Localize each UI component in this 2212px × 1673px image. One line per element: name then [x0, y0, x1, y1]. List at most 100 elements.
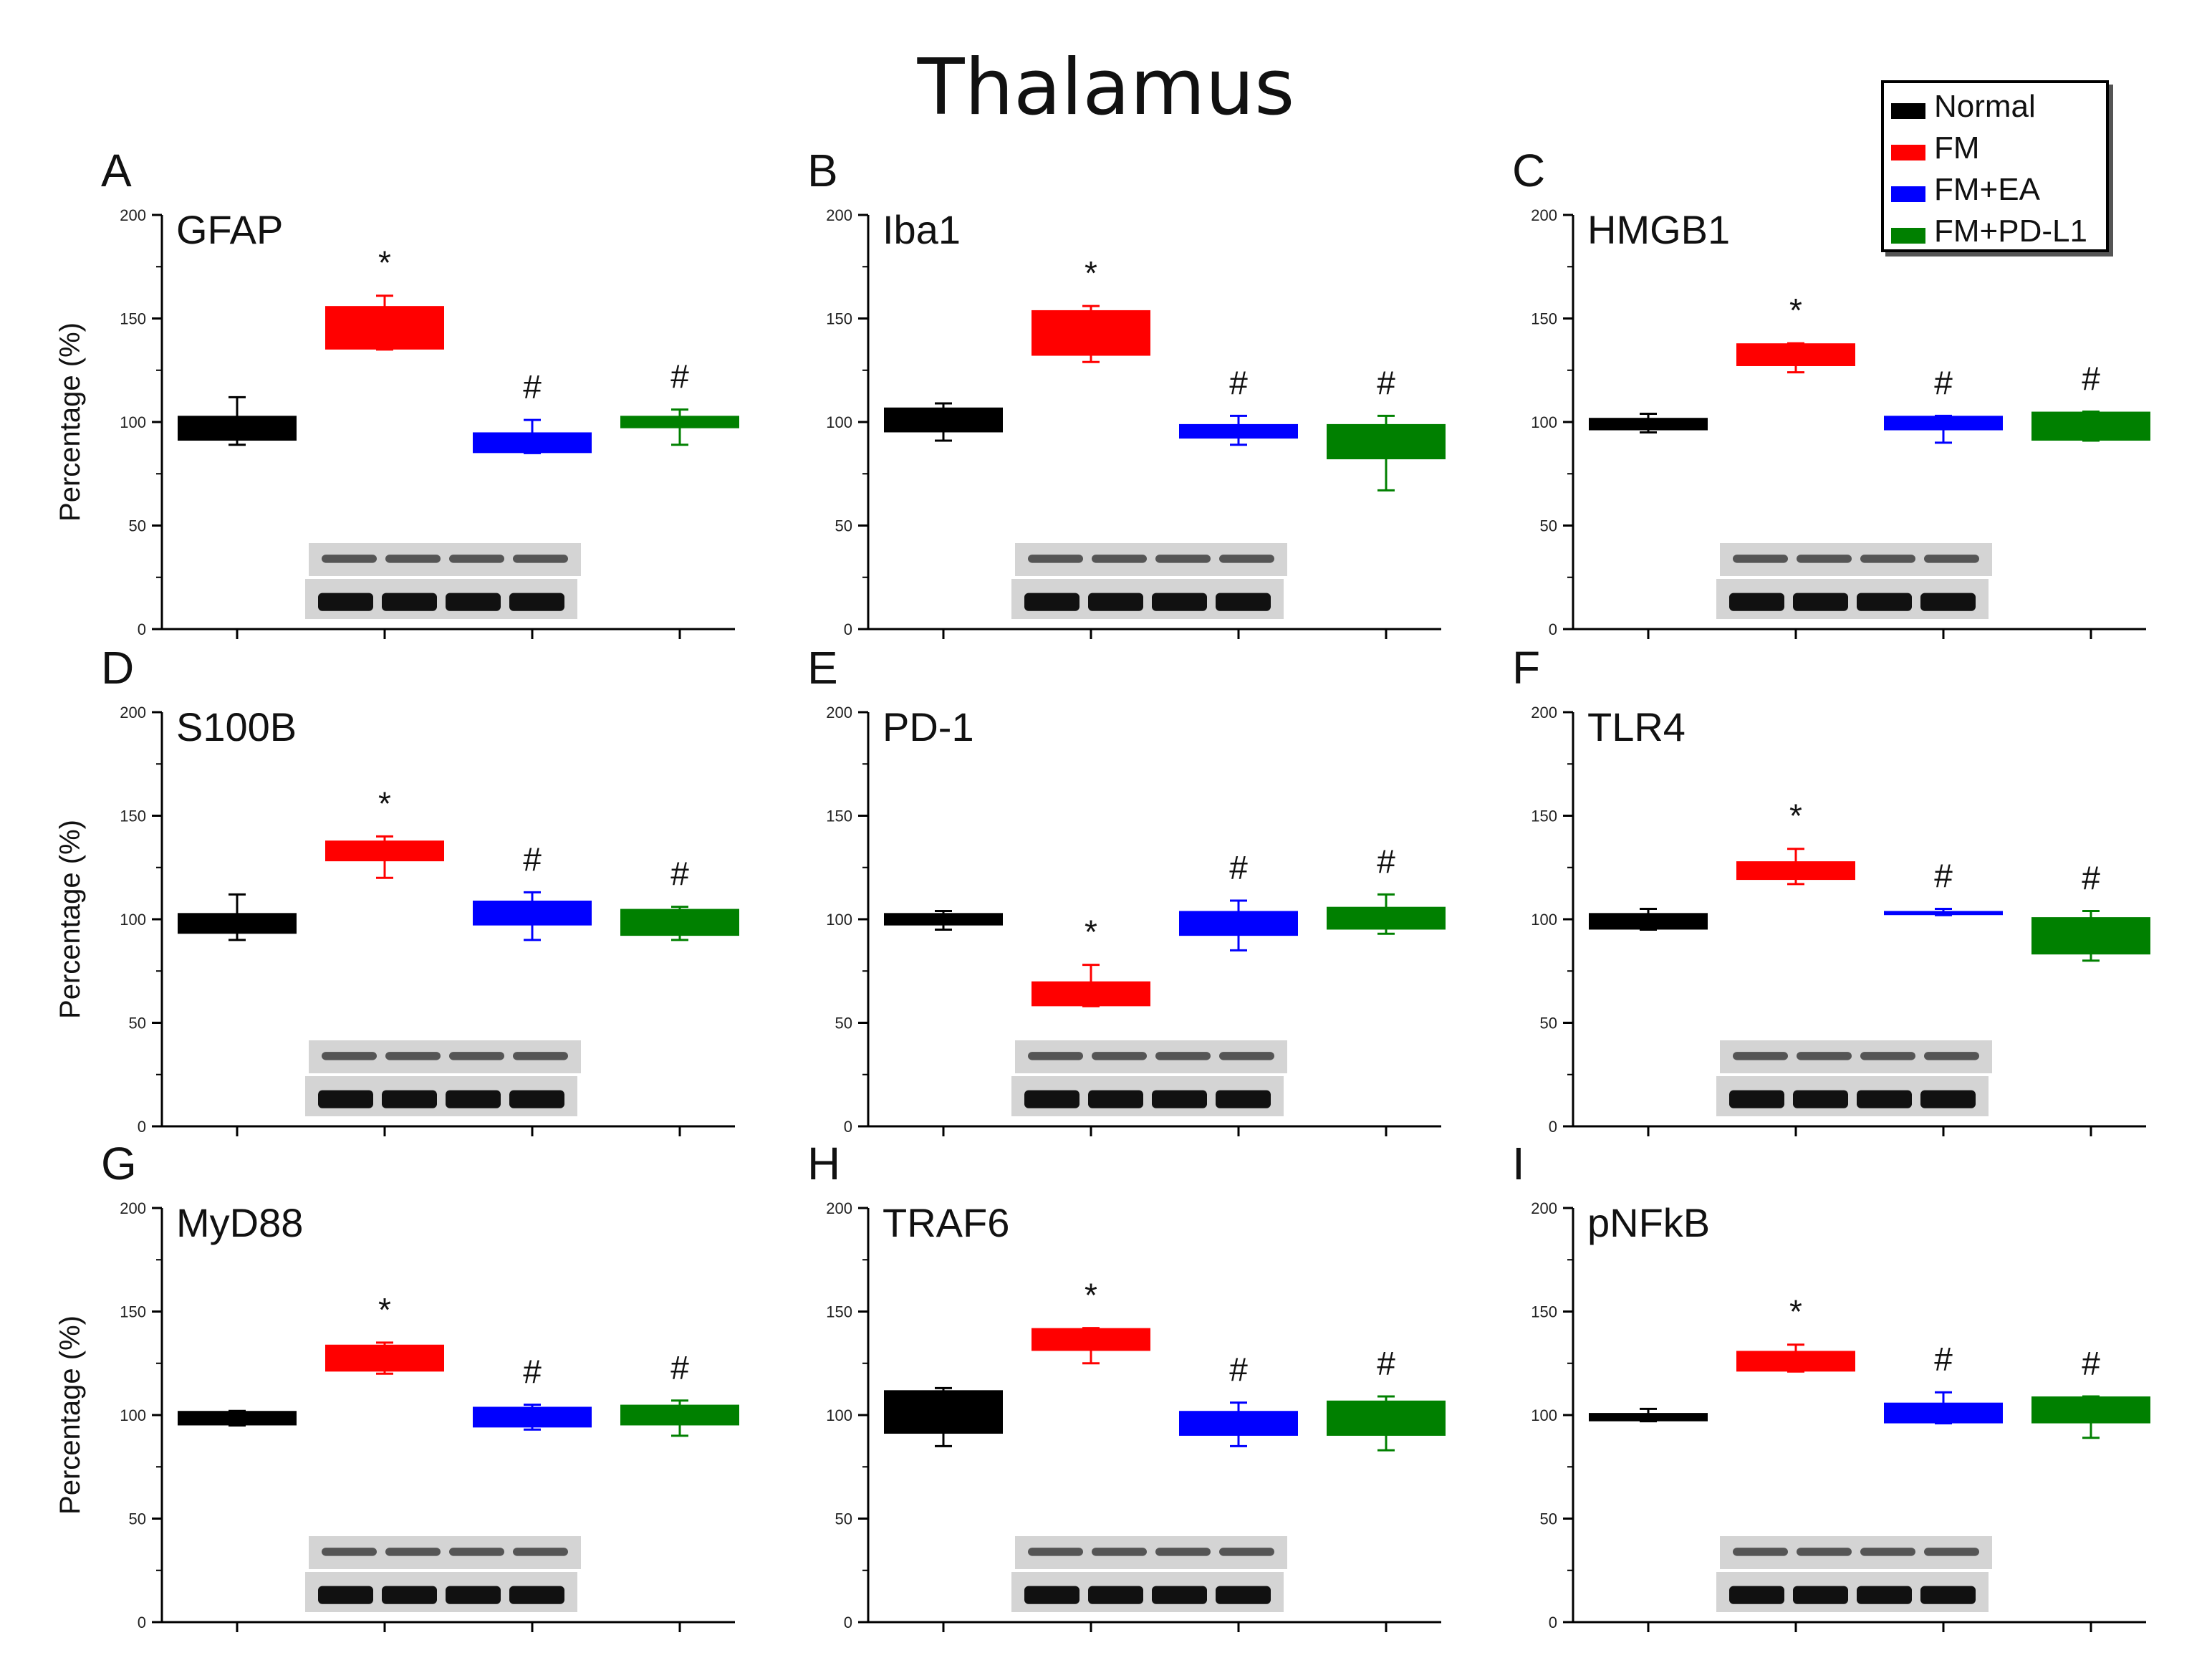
- blot-bottom-band: [1216, 593, 1271, 611]
- y-tick-label: 100: [120, 413, 146, 431]
- significance-mark: #: [670, 358, 689, 396]
- significance-mark: #: [2082, 859, 2100, 896]
- blot-top-band: [513, 1548, 568, 1556]
- significance-mark: #: [1377, 364, 1395, 401]
- legend-label-fm-ea: FM+EA: [1934, 172, 2040, 207]
- blot-top-band: [1028, 1548, 1083, 1556]
- blot-bottom-band: [1920, 593, 1976, 611]
- legend-label-fm-pd-l1: FM+PD-L1: [1934, 214, 2087, 249]
- bar-i-3: [2031, 1396, 2150, 1424]
- blot-bottom-band: [509, 593, 564, 611]
- significance-mark: #: [1934, 858, 1953, 895]
- blot-top-band: [322, 1548, 377, 1556]
- blot-bottom: [305, 579, 577, 619]
- blot-bottom-band: [1857, 1090, 1912, 1108]
- blot-top-band: [1733, 555, 1788, 563]
- chart-svg: G 0 50 100 150 200 Percentage (%) MyD88 * # #: [54, 1138, 739, 1632]
- blot-bottom: [1011, 1572, 1284, 1612]
- bar-d-3: [620, 909, 739, 936]
- y-tick-label: 150: [1531, 807, 1557, 825]
- bar-h-2: [1179, 1411, 1298, 1436]
- chart-svg: C 0 50 100 150 200 HMGB1 * # #: [1512, 145, 2150, 639]
- y-tick-label: 50: [835, 1015, 852, 1032]
- legend-item-fm-pd-l1: FM+PD-L1: [1891, 214, 2087, 249]
- chart-svg: I 0 50 100 150 200 pNFkB * # #: [1512, 1138, 2150, 1632]
- blot-bottom-band: [1793, 1586, 1848, 1604]
- significance-mark: #: [1229, 1351, 1248, 1389]
- blot-bottom-band: [1857, 593, 1912, 611]
- y-tick-label: 100: [1531, 911, 1557, 929]
- y-tick-label: 200: [826, 206, 852, 224]
- y-tick-label: 50: [129, 517, 146, 535]
- significance-mark: #: [670, 1349, 689, 1386]
- blot-top-band: [1028, 555, 1083, 563]
- blot-top-band: [1797, 1052, 1852, 1060]
- blot-top-band: [1092, 1548, 1147, 1556]
- panel-title: Iba1: [883, 207, 961, 252]
- legend-item-fm-ea: FM+EA: [1891, 172, 2040, 208]
- blot-bottom-band: [382, 1090, 437, 1108]
- bar-h-0: [884, 1390, 1003, 1434]
- blot-bottom-band: [382, 593, 437, 611]
- bar-i-2: [1884, 1402, 2003, 1424]
- blot-bottom: [1011, 1076, 1284, 1116]
- bar-g-0: [178, 1411, 297, 1426]
- y-tick-label: 100: [826, 911, 852, 929]
- significance-mark: #: [523, 840, 542, 878]
- blot-top-band: [1092, 1052, 1147, 1060]
- legend: Normal FM FM+EA FM+PD-L1: [1881, 80, 2109, 252]
- bar-d-0: [178, 913, 297, 934]
- bar-a-3: [620, 416, 739, 428]
- blot-bottom: [1716, 1076, 1989, 1116]
- y-tick-label: 100: [120, 911, 146, 929]
- blot-top: [1015, 1040, 1287, 1073]
- blot-top-band: [385, 555, 441, 563]
- bar-f-0: [1589, 913, 1708, 930]
- significance-mark: #: [523, 368, 542, 406]
- y-tick-label: 200: [1531, 704, 1557, 722]
- blot-top-band: [1733, 1548, 1788, 1556]
- blot-bottom-band: [1024, 1586, 1079, 1604]
- bar-c-3: [2031, 411, 2150, 441]
- y-tick-label: 0: [1549, 620, 1557, 638]
- blot-bottom-band: [1857, 1586, 1912, 1604]
- blot-bottom-band: [1920, 1090, 1976, 1108]
- y-tick-label: 0: [844, 1614, 852, 1631]
- panel-c: C 0 50 100 150 200 HMGB1 * # #: [1458, 136, 2175, 656]
- y-tick-label: 50: [1540, 1015, 1557, 1032]
- blot-bottom-band: [1729, 1586, 1784, 1604]
- panel-letter: C: [1512, 145, 1545, 196]
- panel-g: G 0 50 100 150 200 Percentage (%) MyD88 * # #: [47, 1129, 764, 1649]
- blot-top-band: [449, 1548, 504, 1556]
- chart-svg: H 0 50 100 150 200 TRAF6 * # #: [807, 1138, 1446, 1632]
- blot-bottom-band: [1729, 593, 1784, 611]
- y-tick-label: 50: [835, 1510, 852, 1528]
- bar-a-1: [325, 306, 444, 350]
- panel-letter: I: [1512, 1138, 1525, 1189]
- blot-top: [1015, 1536, 1287, 1569]
- y-tick-label: 150: [826, 310, 852, 328]
- blot-bottom-band: [1088, 1586, 1143, 1604]
- panel-d: D 0 50 100 150 200 Percentage (%) S100B * # #: [47, 633, 764, 1153]
- bar-e-1: [1032, 981, 1150, 1007]
- bar-h-3: [1327, 1400, 1446, 1436]
- y-tick-label: 50: [1540, 517, 1557, 535]
- bar-i-1: [1736, 1351, 1855, 1372]
- bar-f-2: [1884, 911, 2003, 916]
- blot-bottom: [305, 1076, 577, 1116]
- bar-e-3: [1327, 906, 1446, 930]
- bar-c-2: [1884, 416, 2003, 431]
- blot-bottom-band: [318, 1090, 373, 1108]
- blot-top-band: [513, 555, 568, 563]
- blot-top-band: [1219, 1548, 1274, 1556]
- bar-d-2: [473, 900, 592, 926]
- significance-mark: #: [1934, 1341, 1953, 1378]
- legend-label-normal: Normal: [1934, 89, 2036, 124]
- panel-title: TRAF6: [883, 1200, 1009, 1245]
- significance-mark: *: [378, 244, 391, 282]
- y-tick-label: 200: [120, 206, 146, 224]
- panel-f: F 0 50 100 150 200 TLR4 * # #: [1458, 633, 2175, 1153]
- panel-title: S100B: [176, 704, 297, 749]
- blot-bottom-band: [1216, 1090, 1271, 1108]
- blot-bottom-band: [1088, 1090, 1143, 1108]
